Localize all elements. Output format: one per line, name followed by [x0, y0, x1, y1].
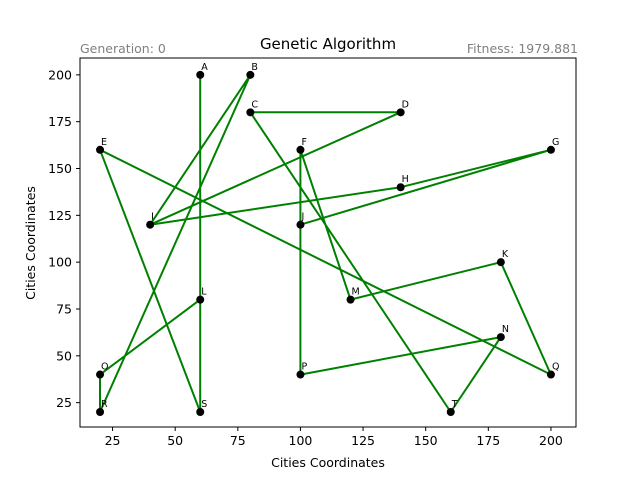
x-tick-label: 175: [476, 433, 500, 448]
city-label-d: D: [402, 99, 409, 110]
y-tick-label: 25: [56, 395, 72, 410]
y-axis-label: Cities Coordinates: [23, 186, 38, 300]
city-point-a: [196, 70, 205, 79]
city-point-r: [96, 408, 105, 417]
city-point-i: [146, 220, 155, 229]
city-point-f: [296, 145, 305, 154]
city-label-p: P: [301, 362, 307, 373]
city-label-q: Q: [552, 362, 559, 373]
y-tick-label: 75: [56, 301, 72, 316]
city-label-b: B: [251, 62, 258, 73]
city-label-c: C: [251, 99, 258, 110]
x-tick-label: 200: [539, 433, 563, 448]
city-point-m: [346, 295, 355, 304]
city-label-n: N: [502, 324, 509, 335]
city-point-p: [296, 370, 305, 379]
x-tick-label: 125: [351, 433, 375, 448]
x-tick-label: 150: [414, 433, 438, 448]
city-label-a: A: [201, 62, 208, 73]
city-point-q: [546, 370, 555, 379]
city-point-n: [496, 333, 505, 342]
chart-title: Genetic Algorithm: [260, 35, 396, 53]
x-tick-label: 75: [230, 433, 246, 448]
x-tick-label: 25: [105, 433, 121, 448]
city-label-g: G: [552, 137, 559, 148]
city-label-i: I: [151, 212, 154, 223]
city-label-o: O: [101, 362, 108, 373]
city-label-r: R: [101, 399, 108, 410]
city-point-h: [396, 183, 405, 192]
city-label-h: H: [402, 174, 409, 185]
city-point-o: [96, 370, 105, 379]
city-point-k: [496, 258, 505, 267]
city-point-s: [196, 408, 205, 417]
city-label-t: T: [451, 399, 458, 410]
city-point-l: [196, 295, 205, 304]
y-tick-label: 125: [48, 208, 72, 223]
x-axis-label: Cities Coordinates: [271, 455, 385, 470]
city-label-e: E: [101, 137, 107, 148]
city-label-l: L: [201, 287, 207, 298]
route-path-segment: [149, 148, 552, 226]
city-label-s: S: [201, 399, 207, 410]
city-point-t: [446, 408, 455, 417]
city-point-j: [296, 220, 305, 229]
y-tick-label: 100: [48, 255, 72, 270]
city-point-b: [246, 70, 255, 79]
city-label-f: F: [301, 137, 306, 148]
y-tick-label: 50: [56, 348, 72, 363]
x-tick-label: 100: [289, 433, 313, 448]
fitness-label: Fitness: 1979.881: [467, 41, 578, 56]
y-tick-label: 175: [48, 114, 72, 129]
y-tick-label: 150: [48, 161, 72, 176]
city-labels: A B C D E F G H I J K L M N O P Q R S T: [101, 62, 559, 410]
city-point-g: [546, 145, 555, 154]
y-tick-label: 200: [48, 67, 72, 82]
plot-area: [80, 58, 576, 427]
city-point-e: [96, 145, 105, 154]
city-label-m: M: [352, 287, 360, 298]
city-point-c: [246, 108, 255, 117]
x-axis-ticks: 25 50 75 100 125 150 175 200: [105, 427, 563, 448]
city-label-j: J: [300, 212, 304, 223]
city-label-k: K: [502, 249, 509, 260]
city-point-d: [396, 108, 405, 117]
generation-label: Generation: 0: [80, 41, 166, 56]
plot-frame: [79, 57, 577, 428]
y-axis-ticks: 25 50 75 100 125 150 175 200: [48, 67, 80, 410]
x-tick-label: 50: [167, 433, 183, 448]
city-points: [96, 70, 555, 417]
